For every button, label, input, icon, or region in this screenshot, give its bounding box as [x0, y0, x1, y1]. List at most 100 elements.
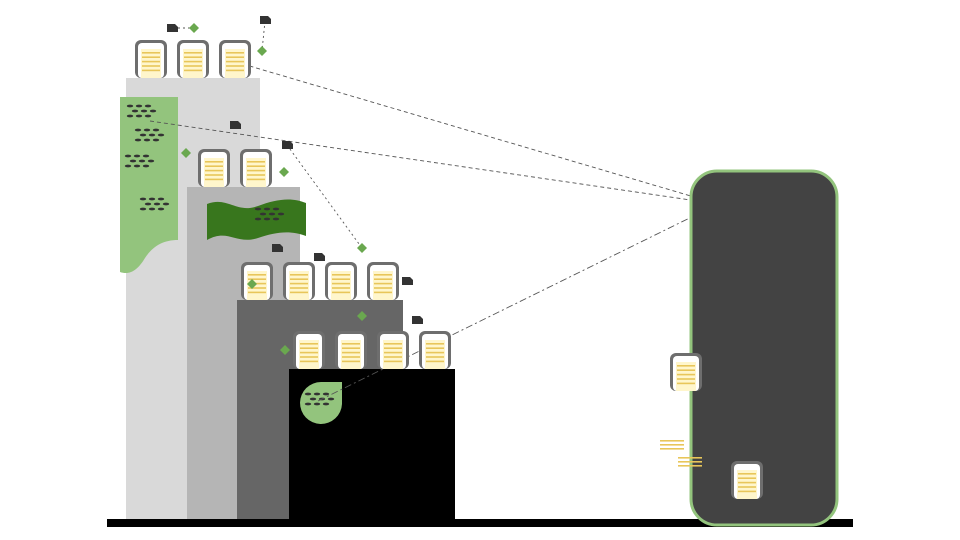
card-line: [300, 347, 318, 349]
card-line: [342, 347, 360, 349]
card-line: [205, 178, 223, 181]
loose-lines: [660, 440, 684, 442]
card-line: [374, 282, 392, 285]
card-line: [184, 65, 202, 67]
card-line: [426, 347, 444, 349]
seed-mark: [139, 133, 147, 137]
seed-mark: [272, 207, 280, 211]
seed-mark: [134, 138, 142, 142]
card-line: [142, 52, 160, 54]
loose-lines: [678, 465, 702, 467]
markers: [167, 16, 702, 467]
seed-mark: [322, 402, 330, 406]
seed-mark: [126, 104, 134, 108]
tag-icon: [314, 253, 325, 261]
card-line: [426, 360, 444, 363]
card-line: [426, 343, 444, 345]
connector-line: [286, 144, 363, 249]
document-cards: [135, 40, 763, 499]
connector-line: [149, 120, 719, 205]
loose-lines: [678, 457, 702, 459]
card-line: [290, 278, 308, 280]
seed-mark: [143, 138, 151, 142]
seed-mark: [148, 133, 156, 137]
diamond-marker-icon: [357, 243, 367, 253]
leaf-icon: [120, 97, 178, 274]
card-line: [426, 356, 444, 358]
seed-mark: [152, 138, 160, 142]
card-line: [332, 291, 350, 294]
card-line: [384, 351, 402, 354]
card-line: [384, 347, 402, 349]
seed-mark: [134, 128, 142, 132]
tiers: [107, 78, 853, 527]
seed-mark: [126, 114, 134, 118]
loose-lines: [678, 461, 702, 463]
card-line: [142, 56, 160, 58]
card-line: [247, 178, 265, 181]
card-line: [738, 477, 756, 479]
seed-mark: [147, 159, 155, 163]
card-line: [738, 486, 756, 488]
loose-lines: [660, 448, 684, 450]
seed-mark: [268, 212, 276, 216]
seed-mark: [148, 207, 156, 211]
card-line: [384, 356, 402, 358]
seed-mark: [263, 207, 271, 211]
card-line: [142, 69, 160, 72]
card-line: [248, 278, 266, 280]
card-line: [248, 274, 266, 276]
card-line: [226, 52, 244, 54]
card-line: [332, 274, 350, 276]
card-line: [247, 169, 265, 172]
card-line: [184, 69, 202, 72]
seed-mark: [135, 114, 143, 118]
seed-mark: [139, 207, 147, 211]
card-line: [247, 174, 265, 176]
card-line: [290, 287, 308, 289]
card-line: [332, 287, 350, 289]
tag-icon: [412, 316, 423, 324]
card-line: [332, 278, 350, 280]
seed-mark: [263, 217, 271, 221]
card-line: [677, 378, 695, 380]
seed-mark: [142, 164, 150, 168]
card-line: [342, 351, 360, 354]
tag-icon: [230, 121, 241, 129]
seed-mark: [142, 154, 150, 158]
card-line: [384, 343, 402, 345]
seed-mark: [144, 202, 152, 206]
seed-mark: [135, 104, 143, 108]
card-line: [226, 69, 244, 72]
seed-mark: [309, 397, 317, 401]
card-line: [300, 360, 318, 363]
card-line: [184, 60, 202, 63]
card-line: [738, 490, 756, 493]
seed-mark: [133, 154, 141, 158]
card-line: [205, 161, 223, 163]
card-line: [248, 287, 266, 289]
diamond-marker-icon: [247, 279, 257, 289]
card-line: [374, 278, 392, 280]
tag-icon: [167, 24, 178, 32]
seed-mark: [143, 128, 151, 132]
seed-mark: [124, 164, 132, 168]
seed-mark: [322, 392, 330, 396]
seed-mark: [304, 402, 312, 406]
card-line: [226, 65, 244, 67]
seed-mark: [272, 217, 280, 221]
tag-icon: [402, 277, 413, 285]
diamond-marker-icon: [189, 23, 199, 33]
seed-mark: [313, 392, 321, 396]
card-line: [426, 351, 444, 354]
card-line: [184, 52, 202, 54]
ground-line: [107, 519, 853, 527]
connector-line: [317, 203, 719, 402]
card-line: [332, 282, 350, 285]
card-line: [142, 60, 160, 63]
seed-mark: [138, 159, 146, 163]
diamond-marker-icon: [181, 148, 191, 158]
seed-mark: [133, 164, 141, 168]
card-line: [384, 360, 402, 363]
